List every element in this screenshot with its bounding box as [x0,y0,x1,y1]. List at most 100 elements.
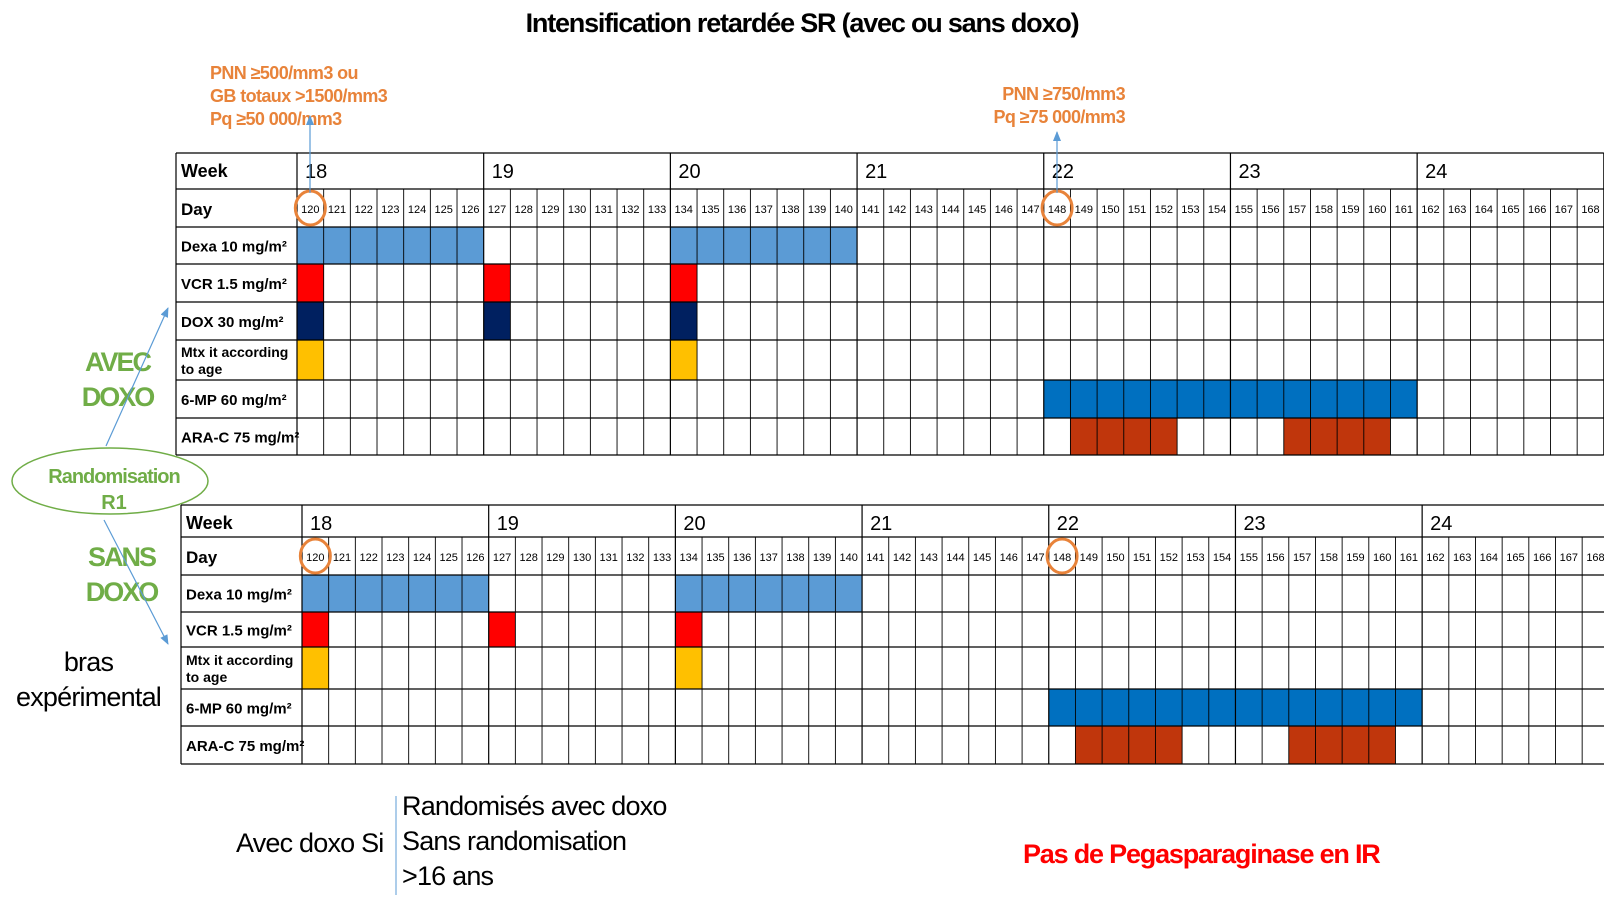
dose-cell-arac-day-160 [1363,418,1391,455]
row-label-mp6: 6-MP 60 mg/m² [186,701,292,718]
day-125: 125 [440,552,458,564]
day-139: 139 [808,204,826,216]
dose-cell-dexa-day-124 [403,227,431,264]
dose-cell-dexa-day-139 [808,575,836,612]
day-126: 126 [461,204,479,216]
day-157: 157 [1293,552,1311,564]
day-149: 149 [1075,204,1093,216]
dose-cell-arac-day-150 [1097,418,1124,455]
dose-cell-dexa-day-124 [408,575,436,612]
week-number-22: 22 [1057,513,1079,535]
dose-cell-arac-day-149 [1070,418,1098,455]
threshold-right-line-1: PNN ≥750/mm3 [1002,84,1125,104]
row-label-mtx: Mtx it according [181,344,288,360]
day-151: 151 [1133,552,1151,564]
week-header-label: Week [186,513,234,533]
dose-cell-mtx-day-134 [670,340,698,380]
day-127: 127 [493,552,511,564]
dose-cell-mp6-day-160 [1368,689,1396,726]
day-121: 121 [333,552,351,564]
day-137: 137 [760,552,778,564]
arm-avec-line-1: AVEC [84,347,152,377]
day-143: 143 [915,204,933,216]
dose-cell-dexa-day-120 [297,227,324,264]
dose-cell-arac-day-151 [1128,726,1156,764]
week-number-24: 24 [1425,161,1447,183]
randomisation-ellipse [11,447,209,515]
day-128: 128 [520,552,538,564]
day-125: 125 [435,204,453,216]
row-label-mp6: 6-MP 60 mg/m² [181,392,287,409]
dose-cell-mp6-day-151 [1128,689,1156,726]
week-number-23: 23 [1238,161,1260,183]
day-128: 128 [515,204,533,216]
dose-cell-vcr-day-127 [488,612,516,647]
highlight-day-120 [298,537,332,575]
dose-cell-mp6-day-158 [1315,689,1343,726]
day-147: 147 [1021,204,1039,216]
arrow-to-avec-doxo [105,307,169,447]
dose-cell-vcr-day-120 [302,612,329,647]
dose-cell-arac-day-158 [1310,418,1338,455]
week-number-19: 19 [492,161,514,183]
dose-cell-mp6-day-150 [1102,689,1129,726]
dose-cell-dexa-day-136 [723,227,751,264]
dose-cell-arac-day-157 [1288,726,1316,764]
highlight-day-148 [1045,537,1079,575]
day-162: 162 [1426,552,1444,564]
dose-cell-dexa-day-140 [835,575,863,612]
day-160: 160 [1368,204,1386,216]
arrow-to-sans-doxo [103,519,169,645]
dose-cell-arac-day-149 [1075,726,1103,764]
dose-cell-vcr-day-134 [675,612,703,647]
dose-cell-dexa-day-120 [302,575,329,612]
day-167: 167 [1560,552,1578,564]
day-157: 157 [1288,204,1306,216]
dose-cell-mp6-day-154 [1203,380,1231,418]
dose-cell-dexa-day-123 [377,227,404,264]
dose-cell-dexa-day-135 [697,227,724,264]
day-122: 122 [354,204,372,216]
day-148: 148 [1053,552,1071,564]
dose-cell-dexa-day-121 [323,227,351,264]
dose-cell-dexa-day-125 [430,227,458,264]
day-159: 159 [1346,552,1364,564]
day-152: 152 [1155,204,1173,216]
dose-cell-mtx-day-134 [675,647,703,689]
day-160: 160 [1373,552,1391,564]
row-label-vcr: VCR 1.5 mg/m² [186,623,292,640]
dose-cell-mp6-day-156 [1262,689,1289,726]
day-141: 141 [861,204,879,216]
day-161: 161 [1395,204,1413,216]
row-label-mtx-cont: to age [181,361,222,377]
day-144: 144 [941,204,959,216]
dose-cell-mp6-day-156 [1257,380,1284,418]
day-140: 140 [840,552,858,564]
row-label-mtx-cont: to age [186,669,227,685]
day-131: 131 [600,552,618,564]
week-number-21: 21 [870,513,892,535]
no-pegasparaginase-note: Pas de Pegasparaginase en IR [1023,839,1381,869]
day-120: 120 [301,204,319,216]
dose-cell-dexa-day-137 [750,227,778,264]
week-number-20: 20 [683,513,705,535]
week-number-21: 21 [865,161,887,183]
day-135: 135 [706,552,724,564]
day-165: 165 [1506,552,1524,564]
dose-cell-mp6-day-149 [1075,689,1103,726]
day-137: 137 [755,204,773,216]
dose-cell-mp6-day-159 [1337,380,1364,418]
day-149: 149 [1080,552,1098,564]
dose-cell-mp6-day-161 [1395,689,1423,726]
dose-cell-arac-day-152 [1150,418,1178,455]
dose-cell-mp6-day-153 [1182,689,1209,726]
day-154: 154 [1208,204,1226,216]
dose-cell-dexa-day-136 [728,575,756,612]
row-label-arac: ARA-C 75 mg/m² [186,738,304,755]
dose-cell-mp6-day-160 [1363,380,1391,418]
dose-cell-arac-day-151 [1123,418,1151,455]
bras-line-1: bras [63,647,114,677]
dose-cell-dox-day-127 [483,302,511,340]
dose-cell-dexa-day-138 [782,575,809,612]
dose-cell-arac-day-160 [1368,726,1396,764]
